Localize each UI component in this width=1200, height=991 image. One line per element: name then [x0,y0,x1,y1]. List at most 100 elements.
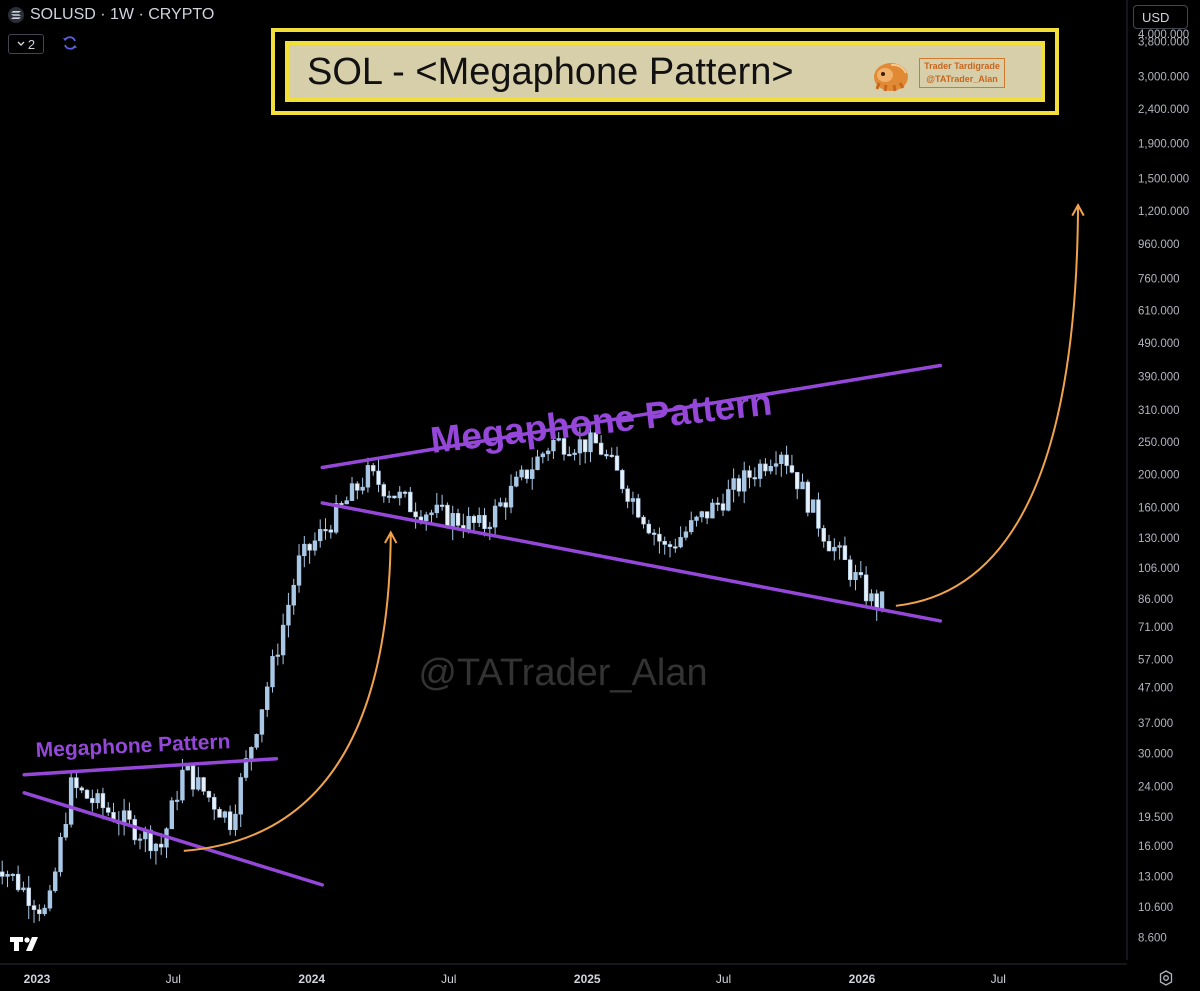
price-tick-label: 3,800.000 [1138,37,1189,49]
candle-body [323,529,328,532]
candle-body [720,503,726,511]
candle-body [180,769,185,801]
candle-body [625,488,630,502]
time-tick-label: Jul [166,972,181,986]
time-tick-label: Jul [441,972,456,986]
candle-body [683,531,689,538]
candle-body [540,453,546,458]
candles [0,421,885,923]
candle-body [715,502,720,505]
candle-body [816,499,821,529]
pattern-lower-line [320,501,943,623]
candle-body [450,513,455,528]
candle-body [201,777,206,792]
candle-body [333,503,339,533]
candle-body [795,472,800,490]
candle-body [742,470,747,492]
candle-body [100,793,106,809]
candle-body [641,516,646,525]
price-tick-label: 130.000 [1138,533,1180,545]
title-banner: SOL - <Megaphone Pattern> Trader Tardigr… [271,28,1059,115]
candle-body [429,512,434,516]
candle-body [577,439,583,454]
candle-body [466,516,471,530]
candle-body [726,489,731,511]
price-tick-label: 200.000 [1138,470,1180,482]
candle-body [397,491,402,499]
candle-body [704,511,710,519]
candle-body [609,454,614,457]
tradingview-logo-icon[interactable] [10,934,44,952]
candle-body [58,836,63,873]
candle-body [826,540,832,552]
candle-body [196,777,201,790]
candle-body [302,543,307,557]
candle-body [556,438,561,441]
candle-body [832,547,837,552]
candle-body [402,491,408,494]
candle-body [710,502,715,519]
candle-body [106,807,111,813]
candle-body [0,871,5,877]
candle-body [498,502,503,507]
symbol: SOLUSD [30,6,96,23]
candle-body [15,873,21,891]
candle-body [445,504,450,528]
currency-selector[interactable]: USD [1133,5,1188,29]
symbol-header[interactable]: SOLUSD · 1W · CRYPTO [8,6,214,24]
settings-icon[interactable] [1158,970,1174,986]
candle-body [524,469,530,479]
candle-body [127,810,132,820]
price-tick-label: 10.600 [1138,902,1173,914]
candle-body [286,604,291,626]
candle-body [800,481,805,490]
price-tick-label: 30.000 [1138,749,1173,761]
price-tick-label: 106.000 [1138,563,1180,575]
time-tick-label: 2026 [849,972,876,986]
candle-body [10,873,16,876]
candle-body [95,793,100,804]
candle-body [821,528,826,542]
candle-body [572,452,577,455]
candle-body [588,432,593,453]
layout-toggle-button[interactable]: 2 [8,34,44,54]
candle-body [837,545,842,548]
candle-body [503,502,508,508]
candle-body [365,465,371,488]
price-tick-label: 3,000.000 [1138,71,1189,83]
separator-2: · [134,6,149,23]
candle-body [132,819,137,841]
candle-body [630,498,636,502]
price-tick-label: 390.000 [1138,371,1180,383]
candle-body [249,747,254,759]
candle-body [312,540,318,551]
price-tick-label: 24.000 [1138,782,1173,794]
candle-body [392,495,397,499]
candle-body [763,463,768,472]
candle-body [408,491,413,513]
candle-body [376,470,381,485]
candle-body [551,440,556,452]
candle-body [614,455,620,471]
candle-body [667,544,673,547]
price-tick-label: 610.000 [1138,306,1180,318]
candle-body [662,540,667,545]
candle-body [159,843,164,848]
candle-body [344,500,349,505]
candle-body [694,516,699,521]
candle-body [296,555,302,586]
price-tick-label: 47.000 [1138,683,1173,695]
candle-body [79,787,84,791]
candle-body [381,484,387,497]
candle-body [74,777,79,789]
candle-body [190,765,196,790]
sync-icon[interactable] [62,35,78,51]
candle-body [863,574,869,602]
candle-body [84,789,90,799]
candle-body [307,543,312,551]
time-tick-label: 2025 [574,972,601,986]
price-tick-label: 71.000 [1138,622,1173,634]
candle-body [174,799,180,802]
